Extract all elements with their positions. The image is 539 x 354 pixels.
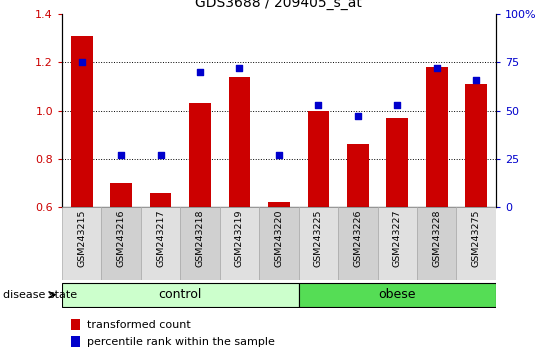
Point: [432, 65, 441, 71]
Text: GSM243225: GSM243225: [314, 209, 323, 267]
Bar: [150, 193, 171, 207]
Text: GSM243216: GSM243216: [116, 209, 126, 267]
Bar: [110, 183, 132, 207]
Bar: [220, 207, 259, 280]
Point: [393, 102, 402, 108]
Bar: [426, 67, 447, 207]
Bar: [465, 84, 487, 207]
Bar: [299, 207, 338, 280]
Bar: [62, 207, 101, 280]
Text: GSM243227: GSM243227: [393, 209, 402, 267]
Bar: [141, 207, 181, 280]
Text: GSM243226: GSM243226: [354, 209, 362, 267]
Text: GSM243218: GSM243218: [196, 209, 204, 267]
Bar: [457, 207, 496, 280]
Text: percentile rank within the sample: percentile rank within the sample: [87, 337, 274, 347]
Point: [472, 77, 480, 82]
Bar: [101, 207, 141, 280]
Bar: [338, 207, 377, 280]
Text: GSM243228: GSM243228: [432, 209, 441, 267]
Bar: [71, 36, 93, 207]
Text: GSM243215: GSM243215: [77, 209, 86, 267]
Bar: [229, 77, 250, 207]
FancyBboxPatch shape: [62, 283, 299, 307]
Text: disease state: disease state: [3, 290, 77, 300]
Text: GSM243219: GSM243219: [235, 209, 244, 267]
Text: control: control: [158, 288, 202, 301]
Text: GSM243220: GSM243220: [274, 209, 284, 267]
Title: GDS3688 / 209405_s_at: GDS3688 / 209405_s_at: [196, 0, 362, 10]
Bar: [377, 207, 417, 280]
Point: [274, 152, 284, 158]
FancyBboxPatch shape: [299, 283, 496, 307]
Bar: [386, 118, 408, 207]
Bar: [417, 207, 457, 280]
Point: [117, 152, 126, 158]
Point: [235, 65, 244, 71]
Bar: [347, 144, 369, 207]
Text: transformed count: transformed count: [87, 320, 190, 330]
Bar: [308, 111, 329, 207]
Point: [314, 102, 323, 108]
Bar: [71, 336, 80, 347]
Bar: [259, 207, 299, 280]
Point: [196, 69, 204, 75]
Text: GSM243217: GSM243217: [156, 209, 165, 267]
Point: [156, 152, 165, 158]
Bar: [268, 202, 290, 207]
Text: obese: obese: [378, 288, 416, 301]
Point: [78, 59, 86, 65]
Bar: [71, 319, 80, 330]
Bar: [181, 207, 220, 280]
Text: GSM243275: GSM243275: [472, 209, 481, 267]
Point: [354, 114, 362, 119]
Bar: [189, 103, 211, 207]
